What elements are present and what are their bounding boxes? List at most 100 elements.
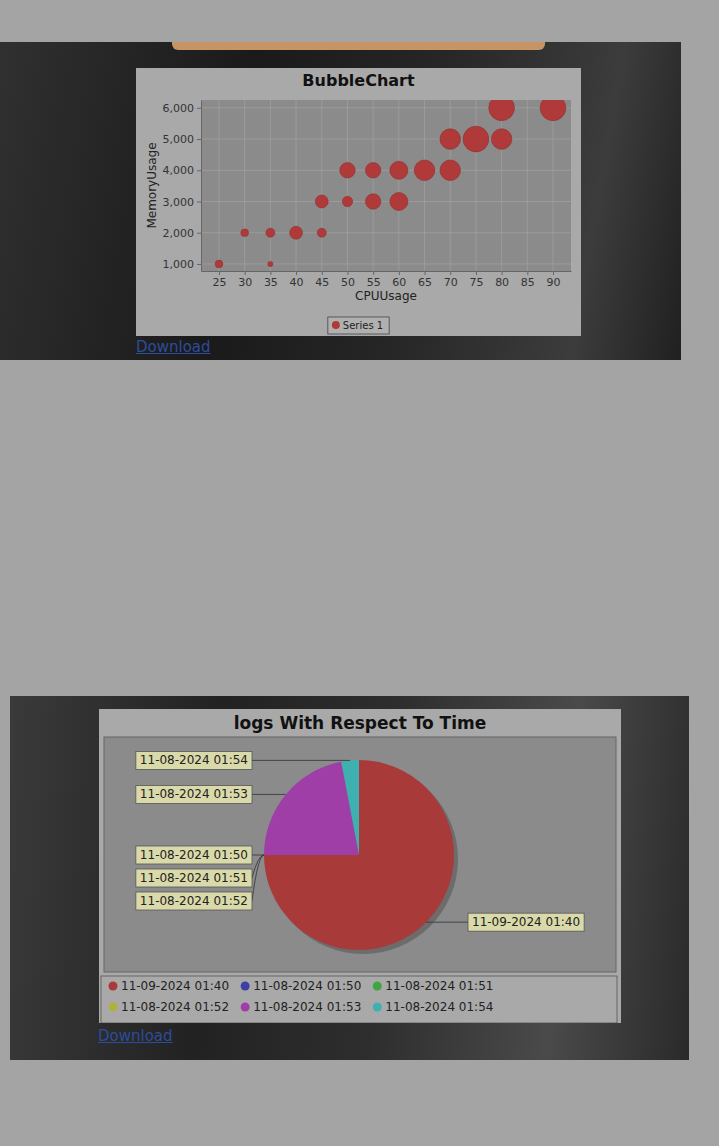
x-grid-line — [501, 100, 502, 271]
x-tick: 30 — [238, 271, 252, 289]
y-tick: 2,000 — [163, 227, 202, 240]
y-tick-mark — [197, 233, 201, 234]
y-tick: 6,000 — [163, 102, 202, 115]
y-tick-label: 1,000 — [163, 258, 195, 271]
x-tick: 50 — [341, 271, 355, 289]
leader-line — [252, 855, 264, 901]
bubble — [317, 228, 326, 237]
x-tick-label: 50 — [341, 276, 355, 289]
bubble — [489, 100, 515, 121]
slice-label: 11-08-2024 01:54 — [136, 751, 252, 769]
legend-item: Series 1 — [332, 320, 383, 331]
slice-label-box — [468, 913, 584, 931]
legend-label: 11-08-2024 01:50 — [253, 979, 361, 993]
x-tick-label: 65 — [418, 276, 432, 289]
slice-label: 11-08-2024 01:52 — [136, 892, 252, 910]
x-tick: 65 — [418, 271, 432, 289]
slice-label-box — [136, 846, 252, 864]
download-link[interactable]: Download — [98, 1027, 173, 1045]
legend-item: 11-08-2024 01:52 — [109, 1000, 230, 1014]
slice-label-text: 11-09-2024 01:40 — [472, 915, 580, 929]
x-tick-label: 80 — [495, 276, 509, 289]
x-tick-mark — [270, 271, 271, 275]
bubble — [390, 193, 408, 211]
plot-area — [201, 100, 571, 271]
y-axis: 1,000 2,000 3,000 4,000 5,000 6,000 — [163, 101, 202, 272]
x-grid-line — [553, 100, 554, 271]
legend: Series 1 — [328, 317, 389, 334]
x-tick-mark — [553, 271, 554, 275]
slice-label: 11-08-2024 01:53 — [136, 785, 252, 803]
y-tick-label: 3,000 — [163, 196, 195, 209]
x-tick-mark — [425, 271, 426, 275]
legend: 11-09-2024 01:40 11-08-2024 01:50 11-08-20… — [101, 976, 617, 1023]
x-tick-label: 40 — [290, 276, 304, 289]
y-grid-line — [201, 170, 571, 171]
x-tick-mark — [502, 271, 503, 275]
x-grid-line — [347, 100, 348, 271]
y-tick-label: 6,000 — [163, 102, 195, 115]
pie-slice — [341, 760, 359, 855]
y-grid-line — [201, 263, 571, 264]
leader-line — [252, 794, 286, 795]
legend-label: 11-08-2024 01:52 — [121, 1000, 229, 1014]
legend-marker — [241, 1003, 250, 1012]
legend-marker — [332, 321, 340, 329]
grid — [201, 100, 571, 271]
chart-background — [136, 68, 581, 336]
x-tick-label: 35 — [264, 276, 278, 289]
y-tick: 3,000 — [163, 196, 202, 209]
x-tick: 35 — [264, 271, 278, 289]
legend-item: 11-08-2024 01:53 — [241, 1000, 362, 1014]
y-tick-mark — [197, 139, 201, 140]
legend-marker — [241, 982, 250, 991]
x-grid-line — [475, 100, 476, 271]
x-grid-line — [244, 100, 245, 271]
leader-line — [252, 760, 350, 761]
x-tick-mark — [245, 271, 246, 275]
download-link[interactable]: Download — [136, 338, 211, 356]
bubble — [266, 228, 275, 237]
bubble — [440, 160, 461, 181]
slices — [264, 760, 454, 950]
y-tick: 4,000 — [163, 164, 202, 177]
bubble — [290, 226, 303, 239]
leader-lines — [252, 760, 468, 922]
x-tick-label: 30 — [238, 276, 252, 289]
y-tick-mark — [197, 264, 201, 265]
x-grid-line — [296, 100, 297, 271]
bubbles — [215, 100, 566, 268]
bubble — [463, 126, 489, 152]
slice-label-text: 11-08-2024 01:53 — [140, 787, 248, 801]
y-tick-mark — [197, 108, 201, 109]
x-tick-label: 70 — [444, 276, 458, 289]
slice-label-box — [136, 751, 252, 769]
y-tick-mark — [197, 202, 201, 203]
legend-label: 11-09-2024 01:40 — [121, 979, 229, 993]
slice-label: 11-08-2024 01:51 — [136, 869, 252, 887]
y-grid-line — [201, 232, 571, 233]
x-tick-label: 75 — [469, 276, 483, 289]
x-tick-label: 85 — [521, 276, 535, 289]
x-grid-line — [398, 100, 399, 271]
bubble — [340, 163, 355, 178]
bubble — [390, 161, 408, 179]
x-axis-line — [202, 271, 572, 272]
legend-marker — [373, 1003, 382, 1012]
bubble — [342, 196, 352, 206]
x-tick-mark — [399, 271, 400, 275]
y-tick-label: 2,000 — [163, 227, 195, 240]
y-axis-title: MemoryUsage — [145, 142, 159, 228]
x-tick: 45 — [315, 271, 329, 289]
x-grid-line — [450, 100, 451, 271]
x-axis-title: CPUUsage — [355, 289, 417, 303]
legend-item: 11-08-2024 01:50 — [241, 979, 362, 993]
y-tick: 5,000 — [163, 133, 202, 146]
plot-area — [104, 737, 616, 972]
y-grid-line — [201, 201, 571, 202]
x-axis: 2530354045505560657075808590 — [202, 271, 572, 289]
legend-item: 11-08-2024 01:54 — [373, 1000, 494, 1014]
x-tick-mark — [347, 271, 348, 275]
pie-slice — [264, 760, 454, 950]
legend-label: 11-08-2024 01:53 — [253, 1000, 361, 1014]
